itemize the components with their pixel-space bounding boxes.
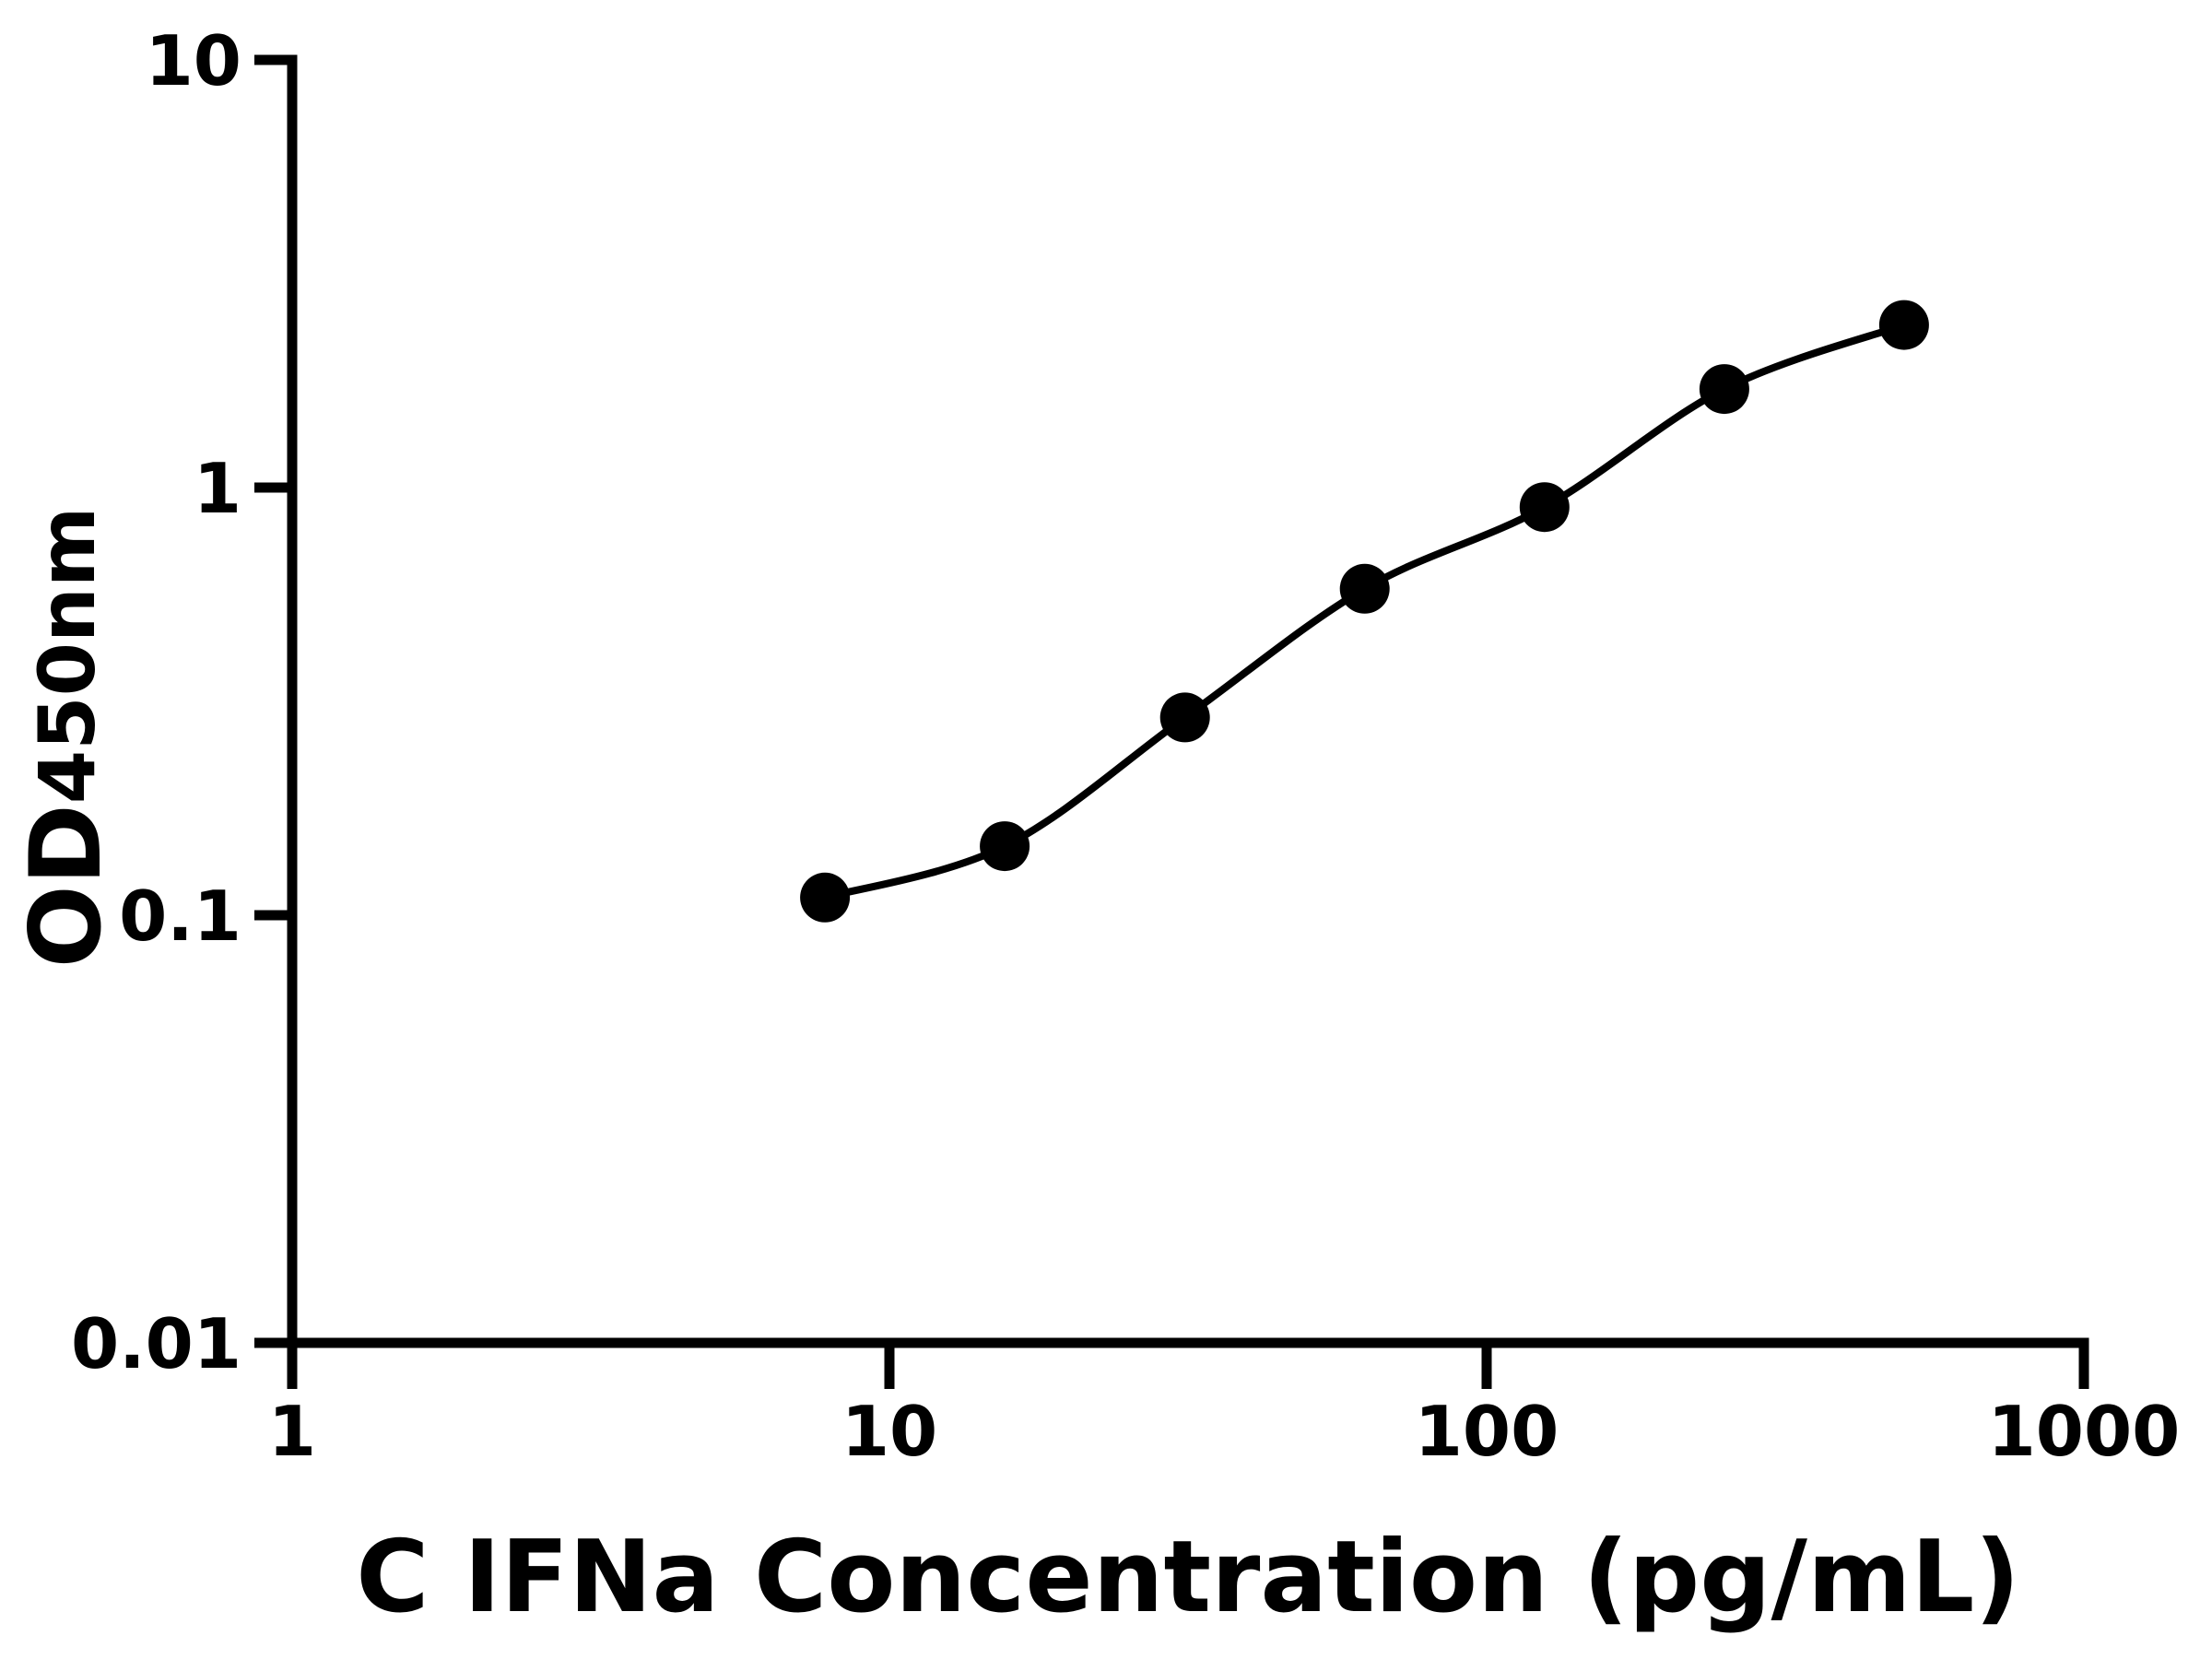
x-tick-label: 1 [268,1391,316,1472]
x-tick-label: 10 [841,1391,937,1472]
y-tick-label: 0.1 [119,876,241,957]
plot-area: 0.01 0.1 1 10 1 10 100 1000 [71,20,2180,1472]
data-point [1699,364,1749,415]
data-point [980,821,1030,872]
y-axis-title-sub: 450nm [22,507,112,805]
data-point [1159,692,1210,743]
x-axis-title: C IFNa Concentration (pg/mL) [356,1520,2019,1635]
x-tick-label: 1000 [1988,1391,2181,1472]
y-tick-label: 0.01 [71,1303,241,1384]
y-tick-label: 10 [146,20,241,101]
data-point [1878,300,1929,350]
data-point [1519,482,1570,533]
x-tick-label: 100 [1415,1391,1559,1472]
data-point [1339,563,1390,614]
y-tick-label: 1 [194,448,241,529]
data-point [800,872,851,923]
y-axis-title: OD450nm [9,507,123,969]
y-axis-title-main: OD [9,804,123,968]
